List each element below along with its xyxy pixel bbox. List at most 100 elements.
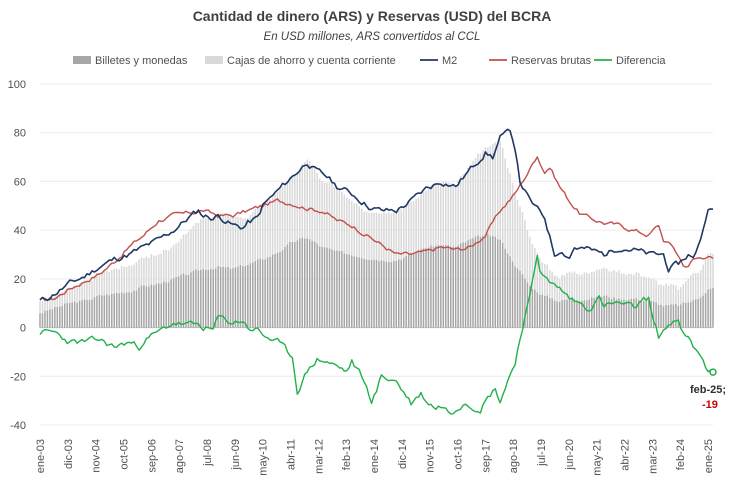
- bar-cajas: [123, 267, 125, 294]
- bar-cajas: [301, 164, 304, 238]
- bar-billetes: [73, 301, 76, 328]
- bar-billetes: [677, 305, 680, 328]
- bar-cajas: [561, 275, 563, 301]
- bar-billetes: [464, 242, 467, 328]
- bar-billetes: [321, 246, 323, 328]
- bar-billetes: [501, 242, 504, 328]
- bar-billetes: [266, 257, 269, 328]
- bar-billetes: [697, 298, 699, 328]
- bar-cajas: [375, 212, 378, 261]
- bar-billetes: [519, 271, 521, 328]
- bar-cajas: [71, 287, 73, 303]
- gridlines: [40, 83, 713, 426]
- bar-cajas: [692, 273, 694, 301]
- bar-billetes: [125, 292, 128, 328]
- bar-cajas: [269, 199, 271, 257]
- bar-billetes: [98, 294, 101, 328]
- bars: [39, 141, 714, 328]
- bar-billetes: [556, 301, 558, 328]
- bar-billetes: [46, 310, 49, 328]
- bar-cajas: [370, 212, 373, 260]
- bar-cajas: [328, 182, 331, 249]
- bar-cajas: [54, 296, 56, 307]
- x-tick-label: jun-20: [564, 439, 576, 471]
- bar-billetes: [336, 250, 338, 328]
- bar-billetes: [558, 301, 561, 328]
- bar-cajas: [623, 273, 625, 300]
- bar-cajas: [237, 216, 239, 267]
- bar-cajas: [289, 176, 291, 242]
- legend-swatch: [73, 56, 91, 64]
- bar-billetes: [68, 302, 71, 328]
- bar-cajas: [256, 207, 259, 260]
- bar-billetes: [398, 259, 400, 328]
- bar-cajas: [620, 273, 623, 300]
- bar-billetes: [51, 309, 54, 328]
- bar-cajas: [39, 301, 41, 314]
- legend: Billetes y monedas Cajas de ahorro y cuen…: [73, 55, 666, 67]
- bar-billetes: [514, 266, 516, 328]
- bar-billetes: [573, 299, 576, 328]
- bar-billetes: [56, 306, 59, 328]
- bar-cajas: [417, 197, 420, 252]
- bar-cajas: [633, 274, 635, 299]
- bar-billetes: [415, 251, 417, 328]
- bar-cajas: [125, 266, 128, 293]
- x-tick-label: mar-12: [313, 439, 325, 474]
- bar-billetes: [217, 266, 219, 328]
- bar-cajas: [360, 208, 363, 259]
- bar-cajas: [558, 278, 561, 302]
- bar-billetes: [380, 260, 383, 328]
- bar-billetes: [576, 300, 578, 328]
- bar-cajas: [160, 253, 163, 284]
- bar-billetes: [442, 245, 445, 328]
- bar-billetes: [301, 237, 304, 328]
- bar-billetes: [358, 257, 360, 328]
- bar-cajas: [677, 289, 680, 306]
- bar-cajas: [219, 213, 222, 267]
- bar-billetes: [182, 273, 185, 328]
- bar-cajas: [608, 271, 610, 298]
- bar-billetes: [148, 286, 150, 328]
- bar-billetes: [412, 253, 415, 328]
- bar-billetes: [543, 295, 546, 328]
- chart-title: Cantidad de dinero (ARS) y Reservas (USD…: [193, 8, 552, 24]
- bar-billetes: [546, 295, 548, 328]
- bar-cajas: [227, 213, 229, 267]
- bar-billetes: [447, 244, 450, 328]
- bar-cajas: [51, 297, 54, 310]
- bar-billetes: [360, 258, 363, 328]
- bar-cajas: [519, 206, 521, 272]
- bar-cajas: [336, 187, 338, 251]
- bar-cajas: [702, 264, 704, 296]
- bar-cajas: [323, 182, 326, 248]
- bar-billetes: [603, 295, 605, 328]
- bar-cajas: [279, 188, 281, 252]
- bar-billetes: [620, 299, 623, 328]
- bar-cajas: [383, 212, 385, 261]
- bar-billetes: [328, 248, 331, 328]
- bar-billetes: [640, 301, 643, 328]
- bar-cajas: [346, 197, 348, 255]
- bar-billetes: [187, 274, 190, 328]
- bar-billetes: [633, 298, 635, 328]
- bar-billetes: [566, 299, 568, 328]
- legend-label: Diferencia: [616, 55, 666, 67]
- bar-billetes: [511, 261, 514, 328]
- bar-cajas: [593, 271, 595, 299]
- bar-billetes: [261, 259, 264, 328]
- x-tick-label: ene-03: [35, 439, 47, 473]
- bar-billetes: [702, 295, 704, 328]
- bar-cajas: [487, 147, 489, 234]
- bar-billetes: [499, 239, 501, 328]
- lines: [39, 128, 714, 415]
- bar-billetes: [449, 246, 452, 328]
- bar-cajas: [447, 182, 450, 245]
- bar-cajas: [44, 299, 46, 311]
- bar-cajas: [76, 287, 78, 303]
- bar-cajas: [395, 210, 398, 261]
- annotation-date: feb-25;: [690, 384, 726, 396]
- bar-billetes: [551, 298, 553, 328]
- bar-billetes: [222, 266, 224, 328]
- bar-billetes: [652, 301, 655, 328]
